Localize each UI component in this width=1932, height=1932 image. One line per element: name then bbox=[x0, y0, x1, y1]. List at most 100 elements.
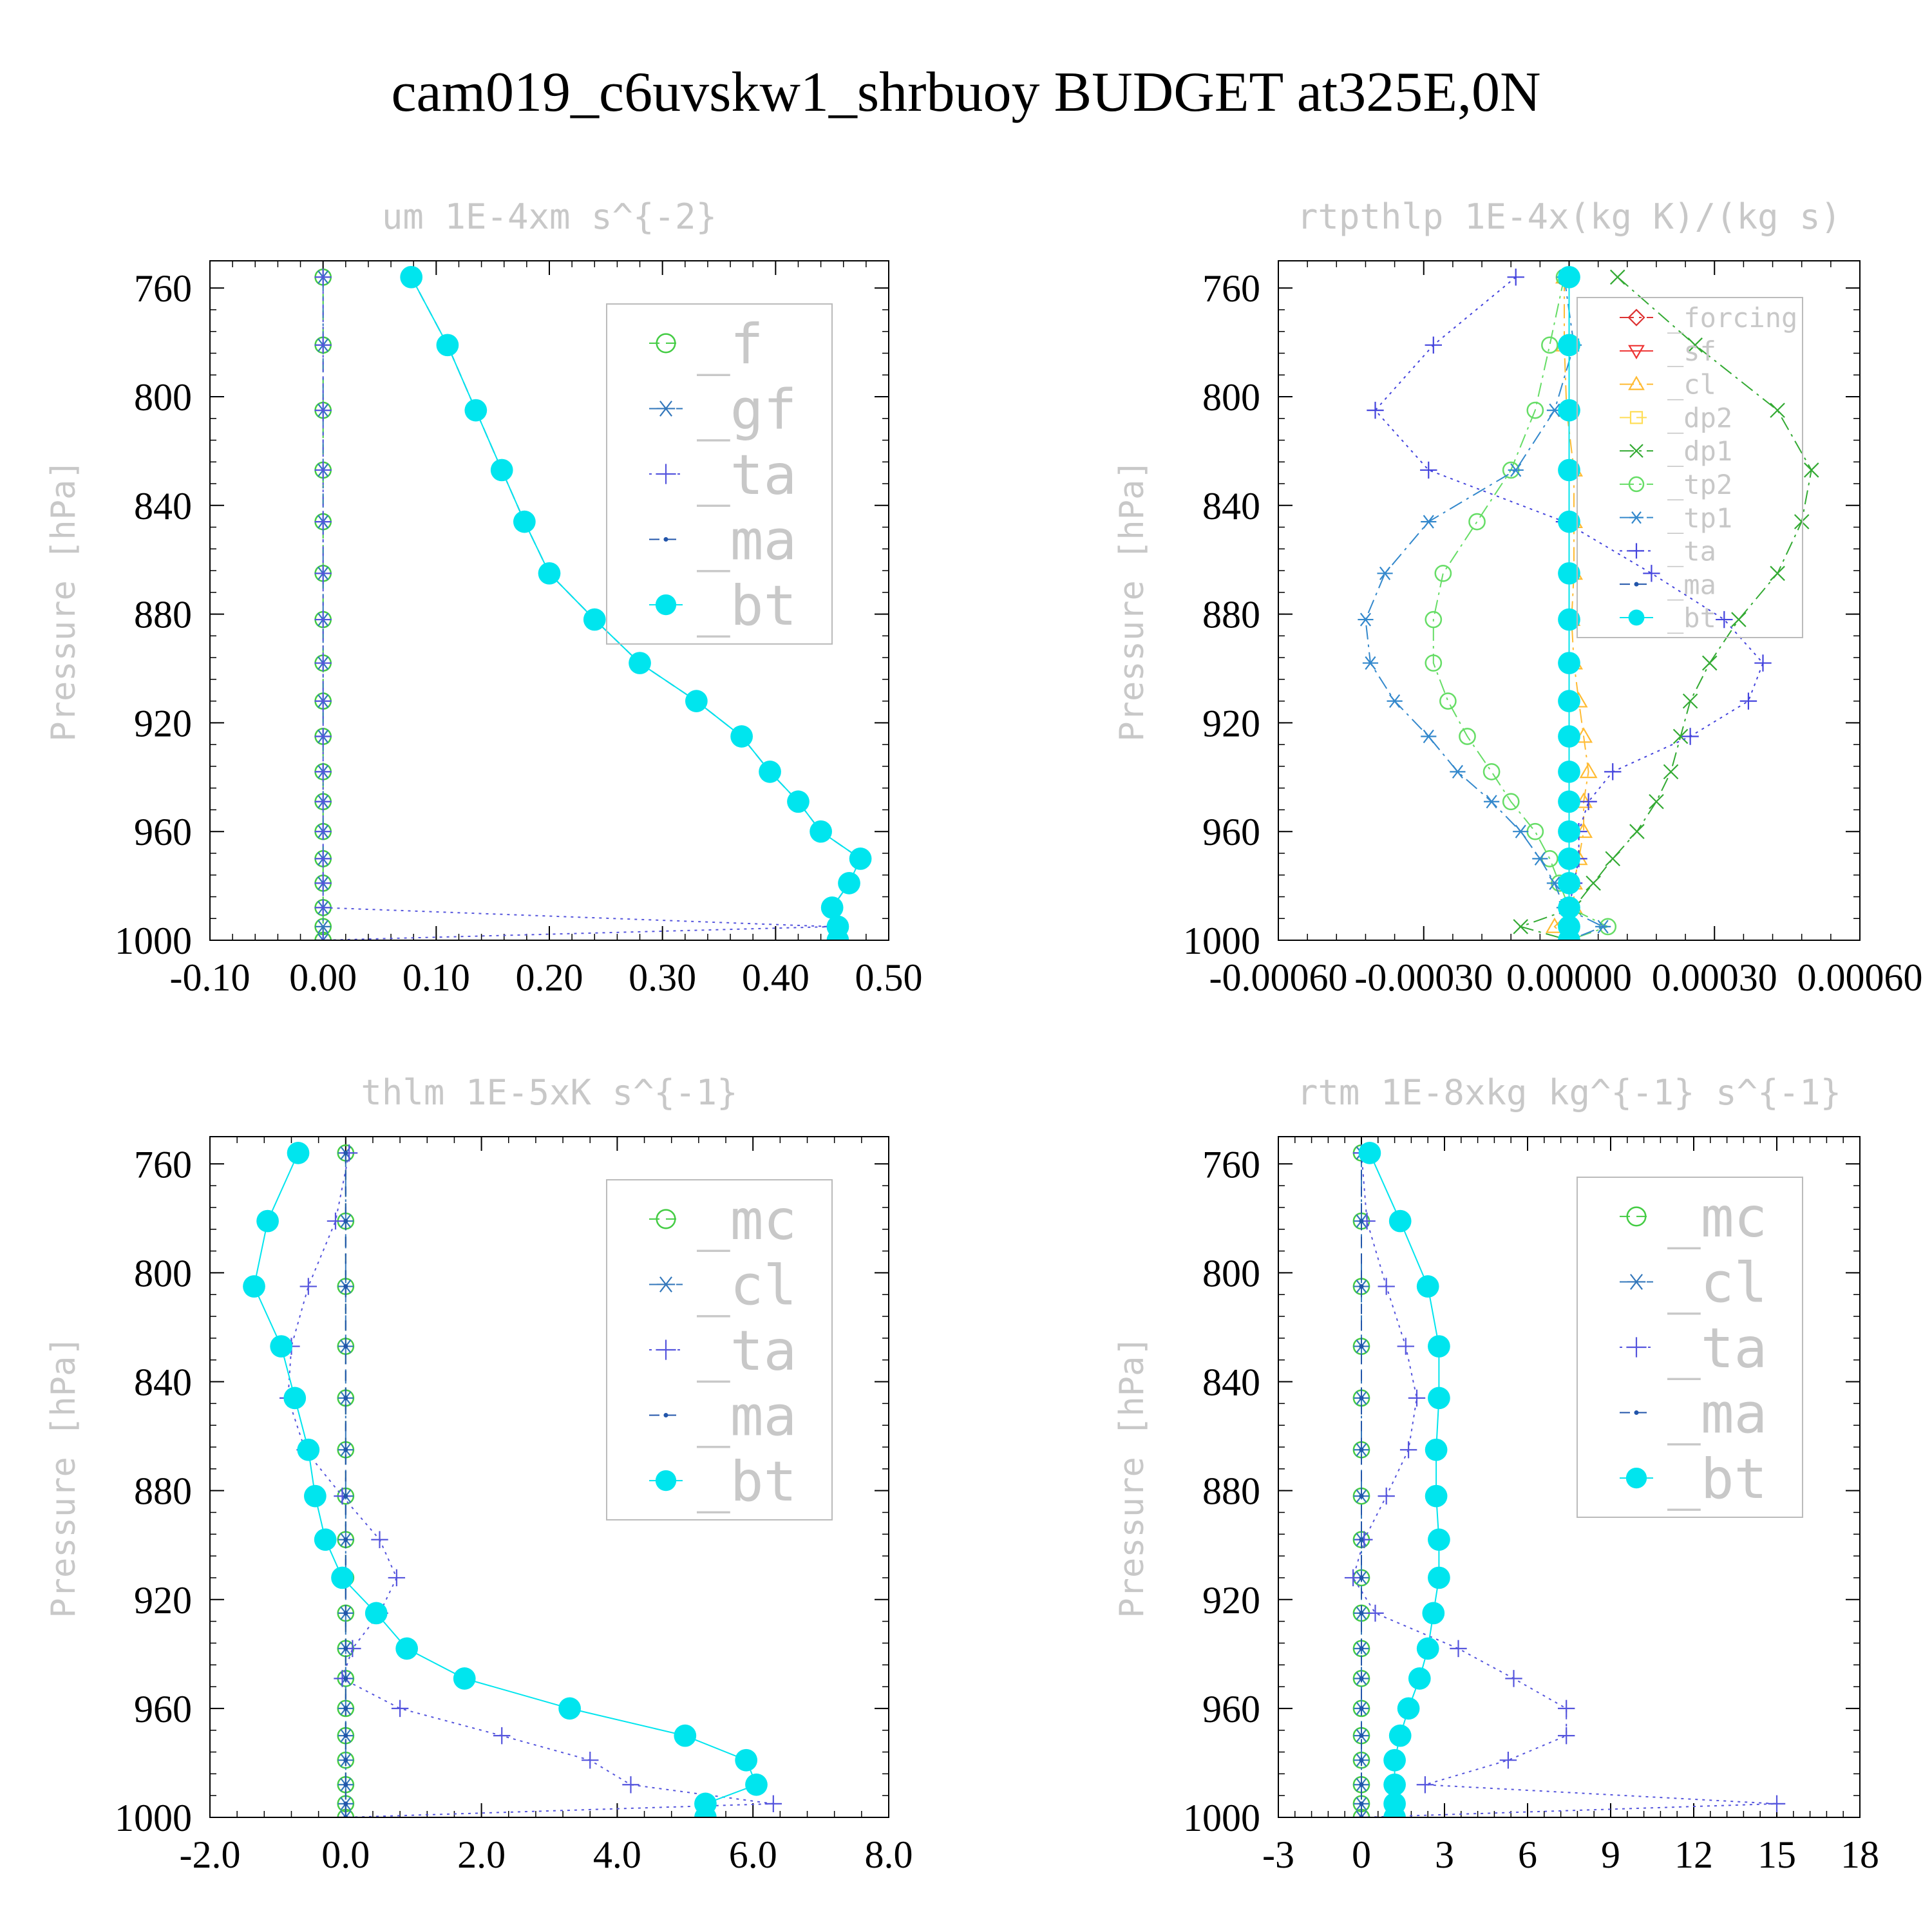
data-point-bt bbox=[1425, 1438, 1448, 1461]
data-point-ta bbox=[314, 823, 332, 840]
y-tick-label: 800 bbox=[1202, 1252, 1260, 1294]
data-point-tp1 bbox=[1513, 824, 1529, 838]
data-point-bt bbox=[270, 1335, 293, 1358]
data-point-ta bbox=[1580, 793, 1597, 810]
data-point-dp1 bbox=[1701, 655, 1718, 671]
x-tick-label: -0.00030 bbox=[1354, 956, 1493, 999]
plot-frame bbox=[1278, 1136, 1861, 1818]
x-tick-label: 12 bbox=[1674, 1833, 1713, 1876]
data-point-ta bbox=[314, 728, 332, 745]
data-point-bt bbox=[283, 1387, 307, 1410]
y-tick-label: 920 bbox=[1202, 1579, 1260, 1622]
data-point-ta bbox=[1754, 654, 1772, 672]
y-tick-label: 920 bbox=[1202, 702, 1260, 744]
data-point-dp1 bbox=[1770, 402, 1785, 418]
data-point-ta bbox=[314, 692, 332, 710]
data-point-bt bbox=[1558, 725, 1580, 748]
data-point-ta bbox=[493, 1727, 511, 1745]
data-point-ta bbox=[1356, 1531, 1373, 1548]
data-point-ma bbox=[343, 1801, 348, 1806]
y-tick-label: 800 bbox=[134, 376, 192, 419]
data-point-bt bbox=[1558, 510, 1580, 533]
data-point-ma bbox=[1359, 1801, 1364, 1806]
data-point-ma bbox=[343, 1676, 348, 1681]
data-point-bt bbox=[1358, 1142, 1381, 1164]
legend-label: _cl bbox=[1667, 369, 1716, 401]
data-point-ta bbox=[1367, 401, 1384, 419]
x-tick-label: 15 bbox=[1757, 1833, 1796, 1876]
plot-area bbox=[1344, 1142, 1786, 1817]
legend-label: _tp1 bbox=[1667, 502, 1732, 534]
data-point-ta bbox=[1367, 1604, 1384, 1622]
data-point-bt bbox=[1558, 459, 1580, 482]
plot-area bbox=[243, 1142, 782, 1817]
y-axis-label: Pressure [hPa] bbox=[1113, 1336, 1151, 1618]
legend-marker bbox=[656, 1276, 676, 1293]
data-point-dp1 bbox=[1803, 462, 1819, 478]
y-tick-label: 840 bbox=[1202, 1361, 1260, 1404]
data-point-tp2 bbox=[1482, 763, 1501, 781]
data-point-ta bbox=[334, 1487, 351, 1505]
data-point-bt bbox=[685, 690, 708, 712]
legend: _forcing_sf_cl_dp2_dp1_tp2_tp1_ta_ma_bt bbox=[1577, 297, 1803, 638]
x-tick-label: 6.0 bbox=[729, 1833, 777, 1876]
legend-label: _gf bbox=[697, 377, 797, 442]
data-point-bt bbox=[490, 459, 513, 482]
x-tick-label: -3 bbox=[1262, 1833, 1294, 1876]
data-point-ta bbox=[391, 1700, 409, 1718]
chart-panel-2: rtpthlp 1E-4x(kg K)/(kg s) Pressure [hPa]… bbox=[1113, 196, 1923, 999]
data-point-bt bbox=[838, 872, 860, 895]
data-point-ta bbox=[314, 611, 332, 629]
legend-marker bbox=[1634, 582, 1639, 587]
legend-marker bbox=[656, 1340, 676, 1360]
data-point-bt bbox=[1383, 1748, 1406, 1772]
data-point-bt bbox=[1428, 1335, 1450, 1358]
data-point-bt bbox=[1425, 1484, 1448, 1508]
data-point-bt bbox=[1558, 761, 1580, 783]
data-point-ma bbox=[1359, 1611, 1364, 1616]
data-point-ma bbox=[1359, 1344, 1364, 1349]
data-point-tp1 bbox=[1377, 566, 1393, 580]
plot-area bbox=[1358, 265, 1819, 940]
data-point-ta bbox=[1399, 1441, 1417, 1459]
data-point-bt bbox=[1428, 1566, 1450, 1589]
data-point-bt bbox=[1558, 562, 1580, 585]
legend-label: _ta bbox=[697, 443, 797, 507]
data-point-ma bbox=[1359, 1284, 1364, 1289]
data-point-ta bbox=[314, 513, 332, 531]
data-point-gf bbox=[315, 933, 331, 940]
figure-suptitle: cam019_c6uvskw1_shrbuoy BUDGET at325E,0N bbox=[391, 61, 1540, 124]
data-point-bt bbox=[759, 761, 781, 783]
data-point-tp1 bbox=[1362, 656, 1379, 670]
data-point-tp2 bbox=[1439, 692, 1457, 710]
data-point-bt bbox=[787, 790, 810, 813]
y-tick-label: 960 bbox=[1202, 811, 1260, 853]
y-tick-label: 880 bbox=[1202, 594, 1260, 636]
legend-label: _f bbox=[697, 312, 764, 377]
data-point-ta bbox=[314, 565, 332, 582]
data-point-tp2 bbox=[1425, 654, 1443, 672]
data-point-bt bbox=[1428, 1528, 1450, 1551]
legend-marker bbox=[663, 537, 668, 542]
legend-marker bbox=[1628, 476, 1645, 493]
data-point-ma bbox=[343, 1782, 348, 1787]
legend-box bbox=[1577, 297, 1803, 638]
data-point-ta bbox=[327, 1212, 345, 1230]
data-point-bt bbox=[674, 1724, 697, 1747]
legend-label: _ta bbox=[1667, 1316, 1767, 1381]
data-point-bt bbox=[1558, 652, 1580, 674]
data-point-tp1 bbox=[1508, 463, 1524, 477]
data-point-ma bbox=[1359, 1733, 1364, 1738]
y-tick-label: 920 bbox=[134, 702, 192, 744]
data-point-dp1 bbox=[1586, 875, 1601, 891]
data-point-ta bbox=[314, 461, 332, 479]
data-point-bt bbox=[1558, 848, 1580, 870]
legend-marker bbox=[656, 464, 676, 484]
data-point-bt bbox=[1422, 1602, 1445, 1625]
legend-label: _dp1 bbox=[1667, 435, 1732, 467]
chart-panel-1: um 1E-4xm s^{-2} Pressure [hPa] -0.10 0.00 0… bbox=[44, 196, 923, 999]
y-axis-label: Pressure [hPa] bbox=[1113, 459, 1151, 741]
data-point-bt bbox=[256, 1209, 279, 1233]
data-point-ta bbox=[1507, 269, 1524, 286]
